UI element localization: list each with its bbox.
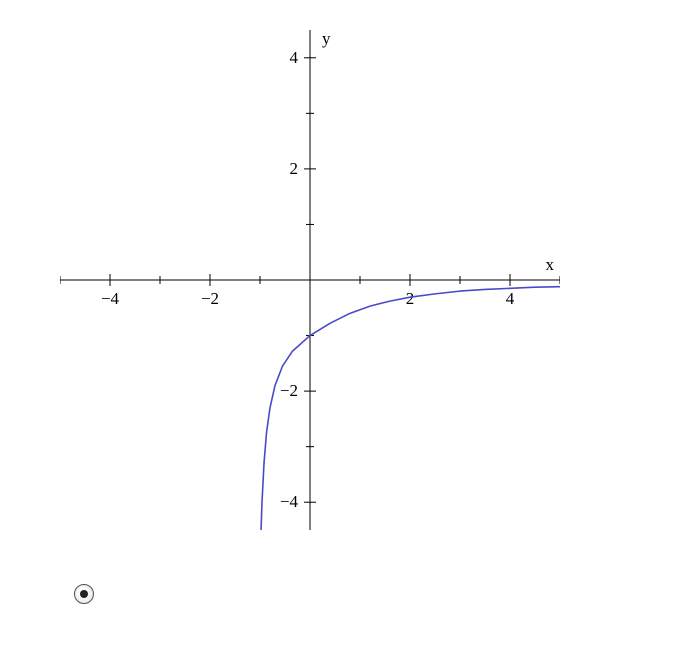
y-tick-label: 4: [290, 48, 299, 67]
y-tick-label: −4: [280, 492, 299, 511]
y-tick-label: −2: [280, 381, 298, 400]
x-tick-label: 4: [506, 289, 515, 308]
y-axis-label: y: [322, 30, 331, 48]
radio-dot-icon: [80, 590, 88, 598]
chart: −4−224−4−224xy: [60, 30, 560, 530]
x-axis-label: x: [546, 255, 555, 274]
x-tick-label: −4: [101, 289, 120, 308]
x-tick-label: −2: [201, 289, 219, 308]
function-curve: [261, 287, 561, 530]
y-tick-label: 2: [290, 159, 299, 178]
option-radio[interactable]: [74, 584, 94, 604]
